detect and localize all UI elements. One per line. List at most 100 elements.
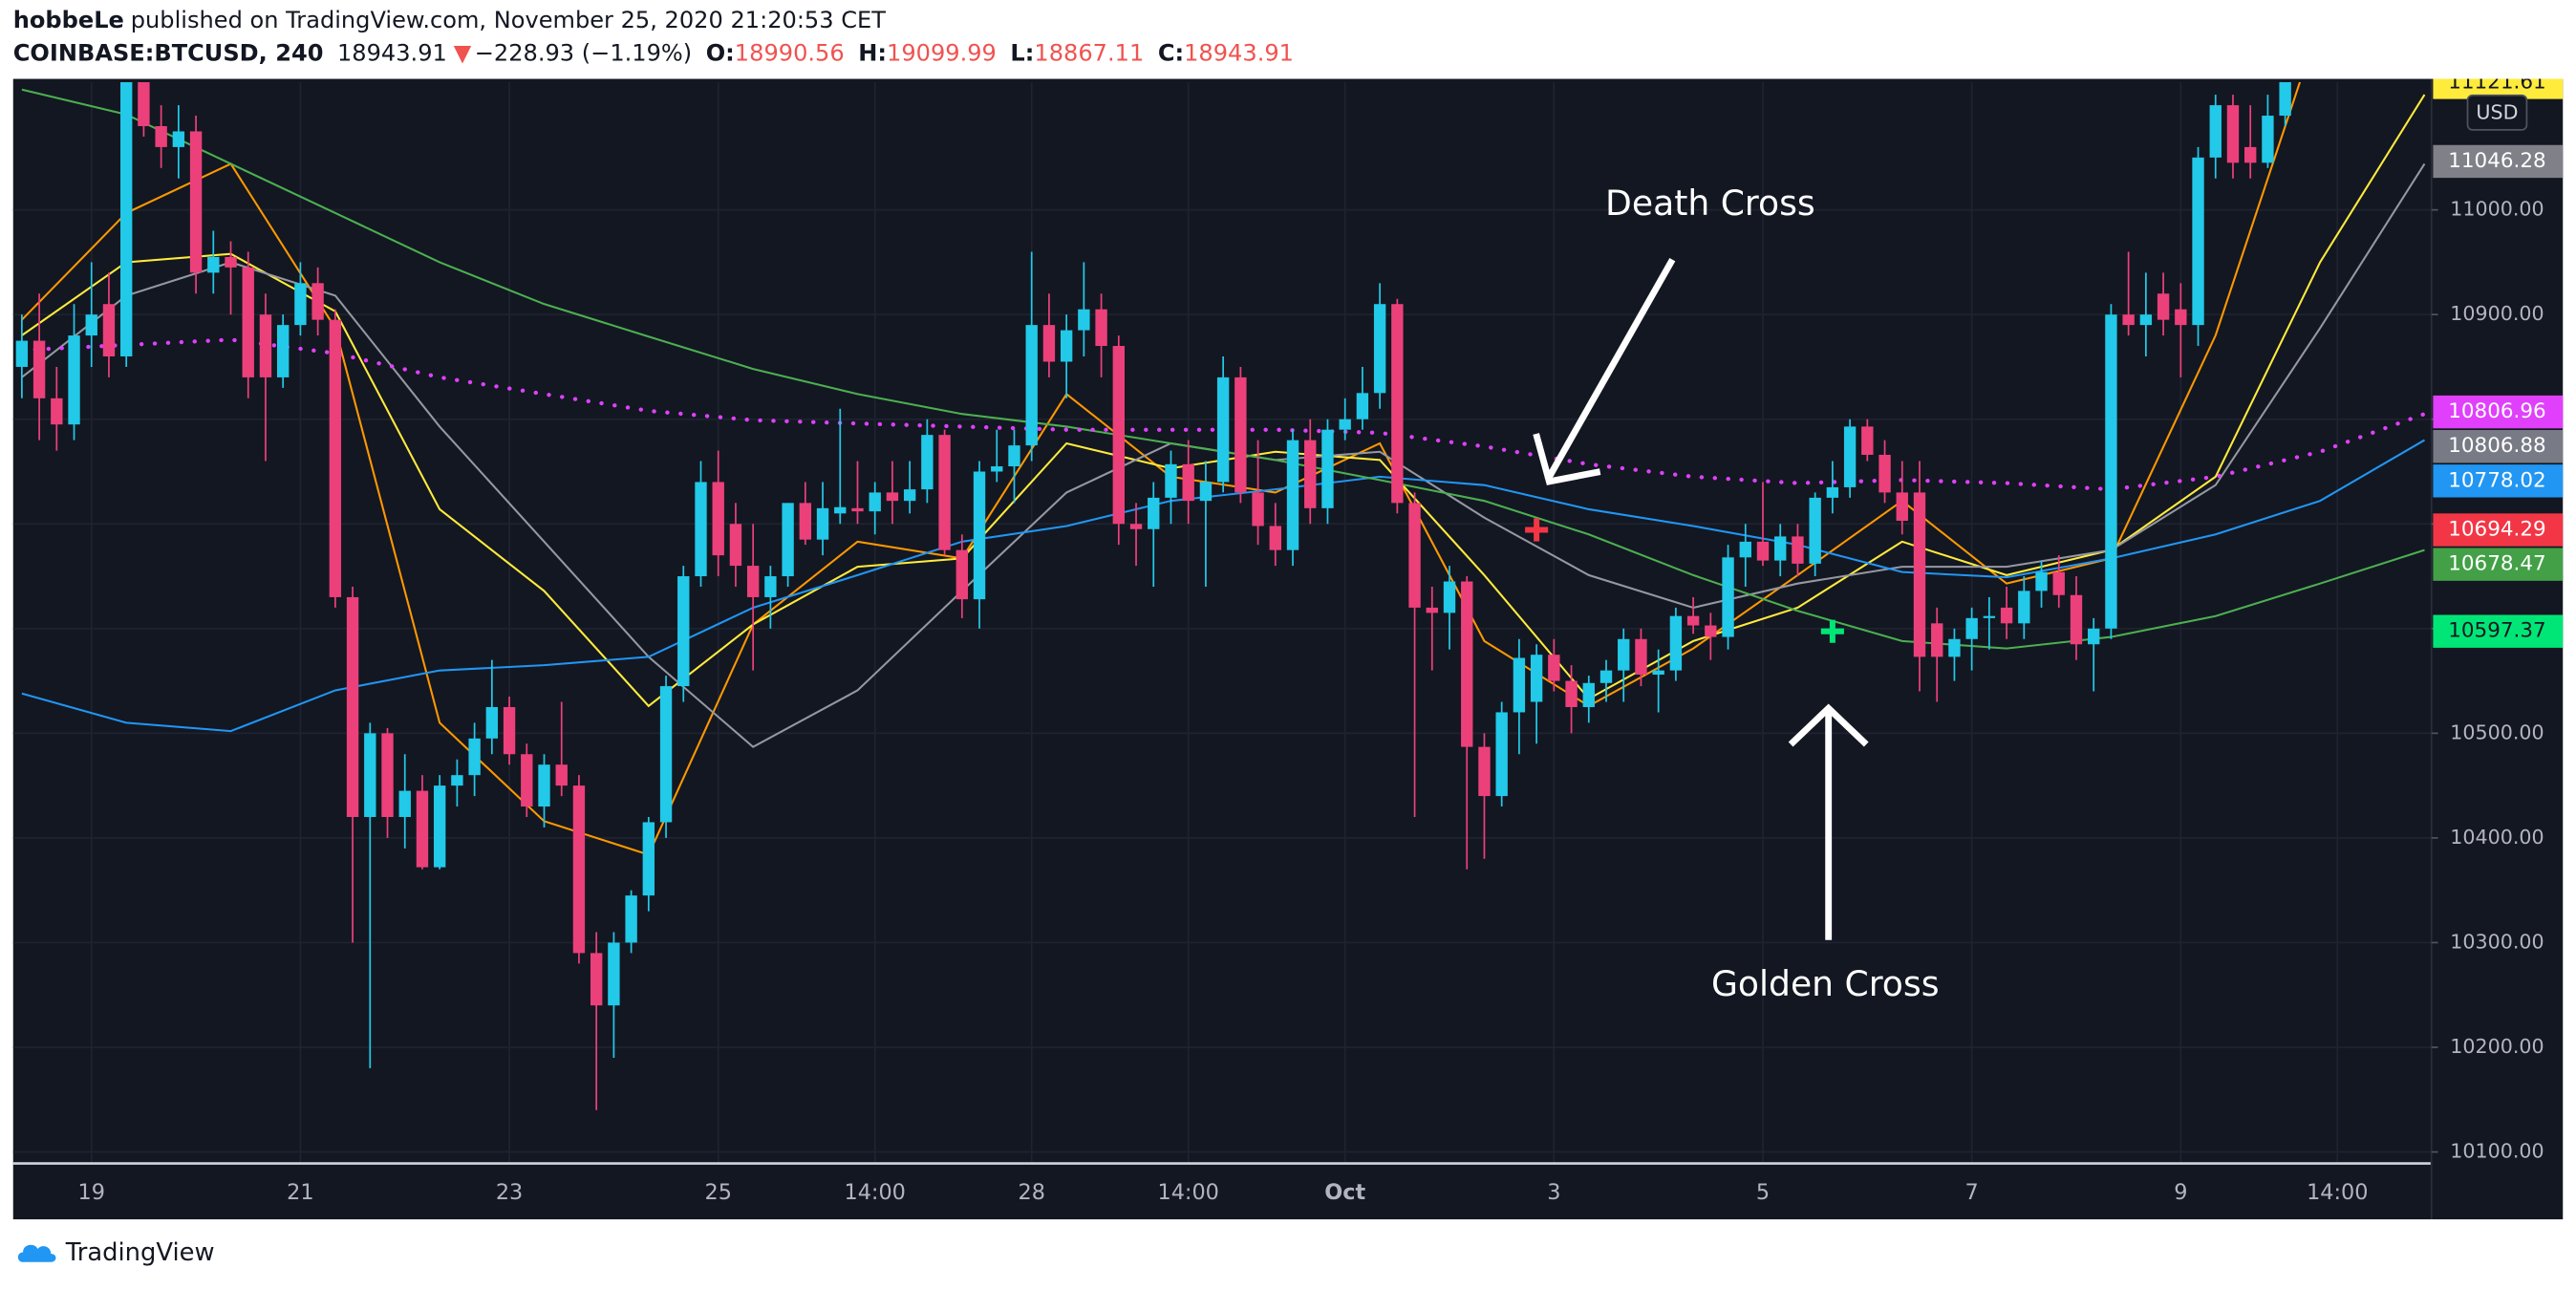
candle-body: [1878, 454, 1891, 493]
candle: [572, 775, 586, 964]
y-tick-label: 10900.00: [2450, 302, 2544, 325]
candle: [1599, 659, 1613, 702]
candle-body: [1913, 492, 1926, 657]
candle-body: [138, 81, 150, 126]
candle-body: [259, 314, 272, 377]
candle-body: [294, 283, 307, 326]
candle: [1321, 419, 1334, 525]
candle-body: [1774, 536, 1787, 561]
candle: [538, 754, 550, 828]
candle: [1304, 419, 1317, 525]
candle: [2070, 576, 2083, 660]
candle: [695, 461, 707, 587]
candle-body: [1060, 330, 1073, 362]
candle: [1861, 419, 1874, 462]
author: hobbeLe: [12, 8, 124, 35]
annotations: Death Cross Golden Cross: [1533, 183, 1940, 1004]
candle: [1408, 492, 1421, 817]
candle-body: [1931, 623, 1943, 657]
candle: [1774, 524, 1787, 577]
candle-body: [1565, 680, 1578, 707]
candle: [1669, 607, 1683, 681]
candle: [608, 932, 620, 1058]
candle-body: [1705, 625, 1717, 637]
candle: [782, 503, 794, 587]
candle: [416, 775, 429, 870]
candle: [921, 419, 934, 504]
candle-body: [102, 304, 116, 356]
x-tick-label: 28: [1018, 1180, 1044, 1205]
chart-panel: [12, 78, 2564, 1220]
candle: [816, 482, 829, 556]
candle: [1878, 440, 1891, 504]
grid: [12, 81, 2432, 1164]
candle-body: [2000, 607, 2013, 624]
brand: TradingView: [65, 1236, 215, 1267]
candle-body: [625, 895, 637, 943]
candle-body: [1599, 670, 1613, 683]
candle: [1983, 596, 1996, 650]
candle: [2279, 81, 2291, 126]
candle-body: [886, 492, 899, 502]
candle-body: [2122, 314, 2135, 326]
candle-body: [1582, 682, 1595, 707]
candle: [1060, 314, 1073, 398]
candle-body: [2052, 571, 2065, 595]
candle: [364, 722, 376, 1068]
candle-body: [2088, 628, 2100, 645]
x-tick-label: 5: [1756, 1180, 1770, 1205]
candle: [1269, 503, 1281, 567]
y-tick-label: 10200.00: [2450, 1035, 2544, 1058]
candle-body: [1408, 503, 1421, 608]
candle: [1165, 450, 1177, 525]
candle: [2122, 251, 2135, 336]
candle-body: [1722, 557, 1734, 637]
candle: [1513, 638, 1526, 755]
candle: [1339, 398, 1351, 441]
candle-body: [364, 733, 376, 817]
candle-body: [1965, 617, 1978, 639]
candle: [2244, 105, 2257, 179]
candle: [138, 81, 150, 137]
candle-body: [1530, 655, 1543, 702]
candle-body: [1495, 712, 1508, 797]
candle: [276, 314, 290, 388]
candle-body: [32, 340, 46, 398]
candle: [1199, 461, 1213, 587]
low-label: L:: [1010, 40, 1035, 68]
candle-body: [2018, 591, 2030, 624]
candle: [1461, 576, 1473, 870]
candle: [2088, 617, 2100, 692]
candle-body: [120, 81, 133, 356]
price-label: 10778.02: [2448, 468, 2546, 492]
candle-body: [2226, 105, 2240, 163]
candle-body: [1269, 526, 1281, 550]
candle: [1112, 335, 1125, 546]
candle: [68, 304, 80, 441]
candle: [2175, 283, 2187, 377]
candle-body: [590, 953, 603, 1006]
candle-body: [2209, 105, 2222, 158]
candle-body: [1756, 541, 1770, 561]
candle-body: [381, 733, 394, 817]
price-label: 11046.28: [2448, 149, 2546, 173]
cross-marker: [1525, 518, 1549, 542]
price-label: 11121.61: [2448, 70, 2546, 94]
arrow-shaft: [1544, 258, 1676, 482]
candle-body: [1304, 440, 1317, 508]
cross-marker: [1820, 619, 1844, 643]
price-label-box: [2433, 78, 2564, 99]
candle-body: [2279, 81, 2291, 117]
open-label: O:: [705, 40, 735, 68]
candle-body: [816, 507, 829, 540]
candle-body: [416, 790, 429, 868]
candle: [2209, 95, 2222, 179]
candle: [1373, 283, 1386, 409]
candle-body: [1148, 497, 1160, 529]
candle: [1391, 298, 1404, 514]
arrow-head: [1533, 433, 1601, 485]
candle: [485, 659, 499, 755]
currency-frame: [2466, 94, 2528, 131]
price-label-box: [2433, 548, 2564, 581]
candle: [329, 309, 342, 608]
